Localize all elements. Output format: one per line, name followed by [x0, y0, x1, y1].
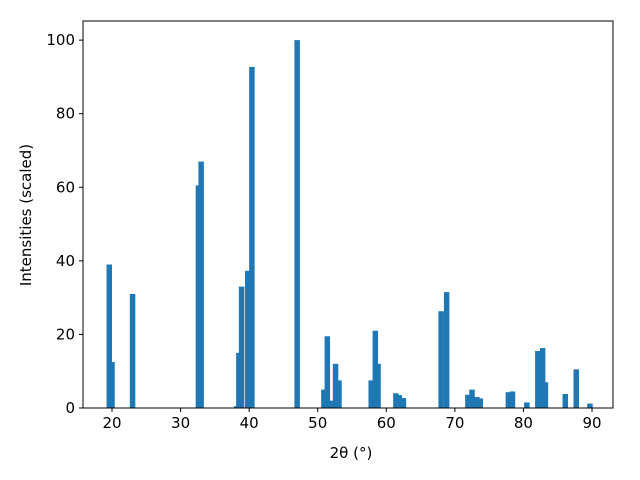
bar	[109, 362, 115, 408]
bar	[245, 270, 251, 408]
x-tick-label: 70	[445, 414, 464, 432]
x-tick-label: 40	[240, 414, 259, 432]
bar	[400, 398, 407, 408]
bar	[238, 286, 245, 408]
bar	[396, 395, 403, 408]
x-tick-label: 20	[102, 414, 121, 432]
y-tick-label: 100	[46, 31, 75, 49]
bar	[336, 380, 342, 408]
bar	[509, 391, 516, 408]
bar	[129, 293, 136, 408]
x-axis-label: 2θ (°)	[330, 444, 373, 462]
bar	[198, 161, 204, 408]
bar	[539, 348, 546, 408]
y-tick-label: 80	[56, 105, 75, 123]
x-tick-label: 50	[308, 414, 327, 432]
bar	[438, 311, 444, 408]
bar	[469, 389, 475, 408]
bar	[324, 336, 331, 408]
x-tick-label: 60	[377, 414, 396, 432]
bar	[393, 393, 399, 408]
bar	[368, 380, 374, 408]
bar	[332, 363, 339, 408]
bar	[106, 264, 113, 408]
bar	[328, 400, 334, 408]
bar	[542, 382, 549, 408]
bar	[474, 396, 480, 408]
y-tick-label: 20	[56, 325, 75, 343]
bar	[535, 350, 541, 408]
bar	[562, 394, 569, 408]
bar	[321, 389, 327, 408]
bar	[477, 398, 483, 408]
y-tick-label: 60	[56, 178, 75, 196]
y-axis-label: Intensities (scaled)	[17, 144, 35, 286]
bar	[443, 292, 450, 408]
bar	[505, 392, 512, 408]
bar	[294, 40, 300, 409]
bar	[249, 66, 255, 409]
y-tick-label: 0	[65, 399, 75, 417]
plot-frame	[82, 20, 614, 409]
bar	[524, 402, 530, 408]
x-tick-label: 90	[582, 414, 601, 432]
bar	[573, 369, 579, 408]
y-tick-label: 40	[56, 252, 75, 270]
bar	[375, 363, 381, 408]
x-tick-label: 30	[171, 414, 190, 432]
bar	[587, 403, 593, 408]
x-tick-label: 80	[514, 414, 533, 432]
bar	[465, 394, 471, 408]
